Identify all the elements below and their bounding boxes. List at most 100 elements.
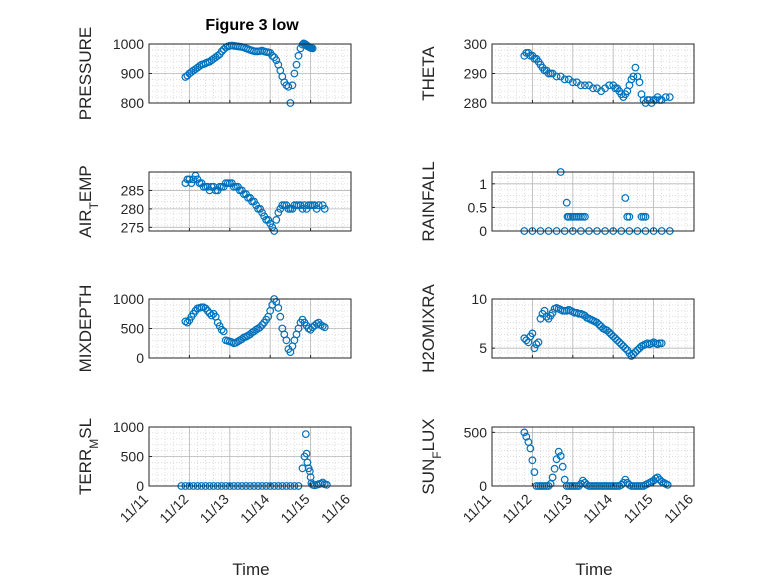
data-point — [629, 350, 638, 359]
data-point — [542, 312, 551, 321]
data-point — [320, 204, 329, 213]
data-point — [185, 175, 194, 184]
subplot-4: 0 0.5 1 RAINFALL — [419, 161, 695, 242]
data-point — [611, 334, 620, 343]
y-axis-label-rest: EMP — [76, 165, 95, 202]
x-tick-label: 11/11 — [116, 491, 151, 526]
data-point — [213, 51, 222, 60]
data-point — [256, 323, 265, 332]
data-point — [528, 329, 537, 338]
series-markers — [520, 49, 674, 107]
data-point — [183, 318, 192, 327]
y-axis-label: THETA — [419, 46, 438, 101]
x-axis-label-right: Time — [575, 560, 612, 579]
data-point — [548, 308, 557, 317]
data-point — [306, 325, 315, 334]
data-point — [237, 335, 246, 344]
data-point — [605, 81, 614, 90]
data-point — [264, 215, 273, 224]
subplot-2: 280 290 300 THETA — [419, 36, 695, 111]
data-point — [284, 82, 293, 91]
data-point — [577, 81, 585, 90]
data-point — [589, 84, 597, 93]
x-tick-label: 11/13 — [197, 491, 233, 527]
y-tick-label: 1000 — [113, 291, 144, 307]
data-point — [320, 323, 329, 332]
data-point — [631, 348, 640, 357]
data-point — [617, 340, 626, 349]
data-point — [205, 309, 214, 318]
data-point — [530, 344, 539, 353]
data-point — [568, 78, 577, 87]
data-point — [534, 338, 543, 347]
data-point — [579, 476, 587, 485]
subplot-3: 275 280 285 AIRTEMP — [76, 165, 352, 238]
data-point — [296, 201, 305, 210]
data-point — [290, 69, 299, 78]
y-tick-label: 1000 — [113, 36, 144, 52]
y-tick-label: 5 — [479, 340, 487, 356]
data-point — [272, 56, 281, 65]
data-point — [595, 320, 603, 329]
y-axis-label-main: TERR — [76, 449, 95, 495]
data-point — [312, 204, 321, 213]
y-tick-label: 275 — [121, 219, 145, 235]
data-point — [274, 208, 283, 217]
y-axis-label-main: SUN — [419, 459, 438, 495]
data-point — [613, 336, 622, 345]
x-tick-label: 11/15 — [620, 491, 656, 527]
data-point — [663, 481, 672, 489]
data-point — [635, 78, 644, 87]
data-point — [268, 51, 277, 60]
y-tick-label: 280 — [464, 95, 488, 111]
series-markers — [181, 39, 317, 107]
data-point — [657, 339, 666, 348]
axes-box — [491, 171, 695, 232]
data-point — [605, 328, 614, 337]
y-axis-label: PRESSURE — [76, 27, 95, 121]
data-point — [258, 208, 267, 217]
data-point — [305, 467, 314, 476]
axes-box — [148, 171, 352, 232]
y-tick-label: 285 — [121, 182, 145, 198]
data-point — [548, 473, 557, 482]
data-point — [603, 326, 611, 335]
subplot-5: 0 500 1000 MIXDEPTH — [76, 285, 352, 372]
x-axis-label-left: Time — [232, 560, 269, 579]
data-point — [665, 93, 674, 101]
axes-box — [491, 298, 695, 359]
data-point — [528, 456, 537, 465]
data-point — [625, 212, 634, 221]
series-markers — [520, 304, 666, 360]
subplot-1: 800 900 1000 PRESSURE — [76, 27, 352, 121]
y-tick-label: 10 — [471, 291, 487, 307]
x-tick-label: 11/11 — [459, 491, 494, 526]
y-tick-label: 0 — [136, 350, 144, 366]
y-tick-label: 300 — [464, 36, 488, 52]
data-point — [274, 304, 283, 312]
data-point — [288, 81, 297, 90]
series-markers — [181, 171, 329, 235]
data-point — [314, 201, 323, 210]
y-axis-label-rest: SL — [76, 418, 95, 439]
y-axis-label: RAINFALL — [419, 161, 438, 241]
data-point — [520, 428, 529, 437]
data-point — [661, 93, 670, 101]
y-axis-label: H2OMIXRA — [419, 283, 438, 372]
subplot-6: 5 10 H2OMIXRA — [419, 283, 695, 373]
figure-title: Figure 3 low — [205, 17, 299, 34]
x-tick-label: 11/13 — [540, 491, 576, 527]
y-axis-label: TERRMSL — [76, 418, 101, 495]
data-point — [195, 62, 204, 70]
y-axis-label-subscript: F — [430, 451, 444, 458]
data-point — [318, 201, 327, 210]
y-axis-label: AIRTEMP — [76, 165, 101, 238]
data-point — [619, 342, 628, 351]
y-tick-label: 0 — [479, 478, 487, 494]
x-tick-label: 11/12 — [499, 491, 535, 527]
data-point — [256, 204, 265, 213]
y-tick-label: 0 — [136, 478, 144, 494]
data-point — [294, 51, 303, 60]
data-point — [621, 344, 630, 353]
